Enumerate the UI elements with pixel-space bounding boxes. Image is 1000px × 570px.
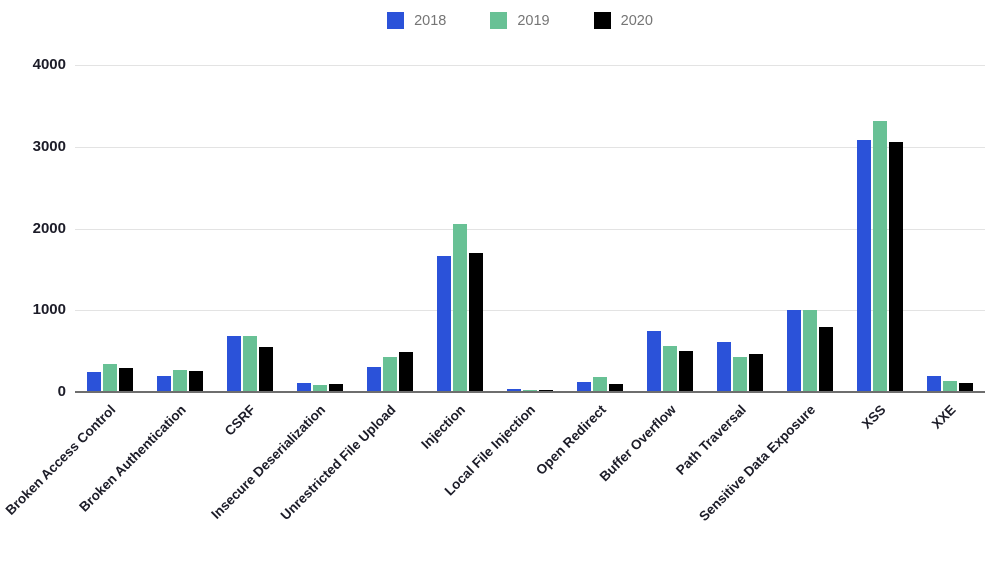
- bar-2018-xxe[interactable]: [927, 376, 941, 392]
- bar-2018-xss[interactable]: [857, 140, 871, 392]
- bar-2018-broken-authentication[interactable]: [157, 375, 171, 392]
- bar-2020-injection[interactable]: [469, 253, 483, 392]
- bar-2018-local-file-injection[interactable]: [507, 388, 521, 392]
- bar-2019-buffer-overflow[interactable]: [663, 346, 677, 392]
- legend-label-2020: 2020: [620, 12, 653, 29]
- legend-item-2018[interactable]: 2018: [387, 12, 446, 29]
- x-axis-line: [75, 391, 985, 393]
- bar-group-path-traversal: [705, 65, 775, 392]
- legend-label-2018: 2018: [414, 12, 447, 29]
- legend-swatch-2019: [490, 12, 508, 29]
- plot-area: [75, 65, 985, 393]
- bar-2020-insecure-deserialization[interactable]: [329, 383, 343, 392]
- bar-group-sensitive-data-exposure: [775, 65, 845, 392]
- x-axis-label-unrestricted-file-upload: Unrestricted File Upload: [277, 402, 399, 523]
- bar-group-unrestricted-file-upload: [355, 65, 425, 392]
- legend-swatch-2018: [387, 12, 405, 29]
- bar-2020-sensitive-data-exposure[interactable]: [819, 326, 833, 392]
- legend-item-2019[interactable]: 2019: [490, 12, 550, 29]
- legend-label-2019: 2019: [517, 12, 550, 29]
- gridline-4000: [75, 65, 985, 66]
- x-axis-label-broken-access-control: Broken Access Control: [2, 402, 119, 518]
- bar-2020-unrestricted-file-upload[interactable]: [399, 351, 413, 392]
- bar-group-xss: [845, 65, 915, 392]
- bar-2019-broken-access-control[interactable]: [103, 364, 117, 392]
- bar-2018-sensitive-data-exposure[interactable]: [787, 310, 801, 392]
- gridline-3000: [75, 146, 985, 148]
- bar-group-insecure-deserialization: [285, 65, 355, 392]
- bar-2019-xxe[interactable]: [943, 381, 957, 392]
- bar-group-csrf: [215, 65, 285, 392]
- bar-2020-local-file-injection[interactable]: [539, 389, 553, 392]
- x-axis-label-csrf: CSRF: [222, 402, 259, 439]
- bar-2018-path-traversal[interactable]: [717, 342, 731, 392]
- bar-2019-xss[interactable]: [873, 120, 887, 392]
- bars-container: [75, 65, 985, 392]
- y-axis-tick-label-2000: 2000: [32, 219, 66, 237]
- bar-2018-buffer-overflow[interactable]: [647, 330, 661, 392]
- bar-2018-open-redirect[interactable]: [577, 382, 591, 392]
- bar-group-local-file-injection: [495, 65, 565, 392]
- bar-2020-path-traversal[interactable]: [749, 354, 763, 392]
- x-axis-label-xss: XSS: [858, 402, 889, 432]
- bar-2020-xxe[interactable]: [959, 383, 973, 392]
- bar-2019-path-traversal[interactable]: [733, 357, 747, 392]
- y-axis-tick-label-0: 0: [57, 383, 66, 400]
- x-axis-label-xxe: XXE: [928, 402, 959, 432]
- bar-group-xxe: [915, 65, 985, 392]
- bar-2019-injection[interactable]: [453, 223, 467, 392]
- bar-2019-open-redirect[interactable]: [593, 376, 607, 392]
- bar-2019-local-file-injection[interactable]: [523, 389, 537, 392]
- bar-2019-insecure-deserialization[interactable]: [313, 384, 327, 392]
- x-axis-label-path-traversal: Path Traversal: [672, 402, 749, 478]
- legend: 2018 2019 2020: [0, 12, 1000, 29]
- bar-group-buffer-overflow: [635, 65, 705, 392]
- x-axis-label-open-redirect: Open Redirect: [532, 402, 609, 478]
- legend-item-2020[interactable]: 2020: [593, 12, 653, 29]
- bar-group-open-redirect: [565, 65, 635, 392]
- bar-2018-insecure-deserialization[interactable]: [297, 383, 311, 392]
- gridline-1000: [75, 310, 985, 312]
- bar-2020-buffer-overflow[interactable]: [679, 351, 693, 392]
- y-axis-tick-label-4000: 4000: [32, 56, 66, 73]
- bar-group-broken-authentication: [145, 65, 215, 392]
- bar-2020-xss[interactable]: [889, 141, 903, 392]
- bar-group-broken-access-control: [75, 65, 145, 392]
- x-axis-label-sensitive-data-exposure: Sensitive Data Exposure: [696, 402, 819, 525]
- bar-2019-csrf[interactable]: [243, 335, 257, 392]
- y-axis-tick-label-1000: 1000: [32, 301, 66, 319]
- bar-2019-unrestricted-file-upload[interactable]: [383, 356, 397, 392]
- bar-2018-broken-access-control[interactable]: [87, 372, 101, 392]
- y-axis-tick-label-3000: 3000: [32, 137, 66, 155]
- gridline-2000: [75, 228, 985, 230]
- x-axis-label-insecure-deserialization: Insecure Deserialization: [208, 402, 329, 522]
- bar-2018-csrf[interactable]: [227, 335, 241, 392]
- bar-group-injection: [425, 65, 495, 392]
- legend-swatch-2020: [593, 12, 611, 29]
- x-axis-label-buffer-overflow: Buffer Overflow: [596, 402, 679, 485]
- bar-2020-open-redirect[interactable]: [609, 383, 623, 392]
- bar-2019-broken-authentication[interactable]: [173, 369, 187, 392]
- bar-2019-sensitive-data-exposure[interactable]: [803, 309, 817, 392]
- x-axis-label-injection: Injection: [418, 402, 469, 452]
- bar-2020-csrf[interactable]: [259, 347, 273, 392]
- bar-2018-unrestricted-file-upload[interactable]: [367, 366, 381, 392]
- bar-2020-broken-authentication[interactable]: [189, 370, 203, 392]
- bar-2018-injection[interactable]: [437, 256, 451, 392]
- bar-2020-broken-access-control[interactable]: [119, 368, 133, 392]
